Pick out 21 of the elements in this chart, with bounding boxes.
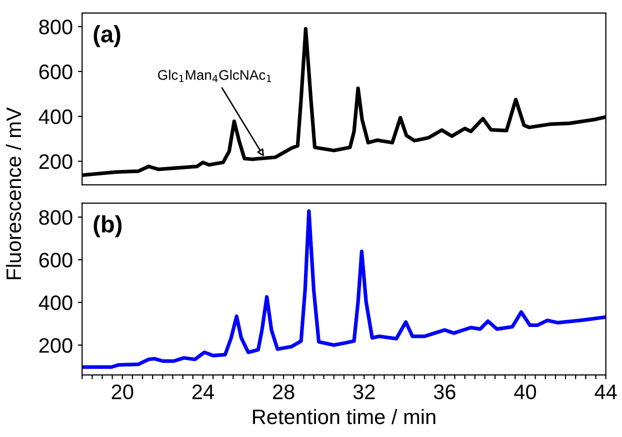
y-tick-label: 600 <box>39 64 72 80</box>
x-tick-label: 44 <box>594 384 617 400</box>
y-tick-label: 400 <box>38 109 72 124</box>
x-tick-label: 28 <box>273 384 294 400</box>
x-axis-title: Retention time / min <box>253 408 436 424</box>
y-tick-label: 600 <box>39 252 72 268</box>
y-tick-label: 800 <box>39 20 72 34</box>
y-tick-label: 200 <box>39 338 72 353</box>
chart-title: (b) <box>94 215 122 238</box>
x-tick-label: 24 <box>192 384 214 400</box>
line-series <box>82 209 606 369</box>
y-tick-label: 400 <box>38 295 72 310</box>
x-tick-label: 20 <box>112 384 134 400</box>
chart-title: (a) <box>94 25 120 48</box>
x-tick-label: 36 <box>434 384 456 400</box>
x-tick-label: 40 <box>514 384 536 400</box>
x-tick-label: 32 <box>353 384 375 400</box>
y-axis-title: Fluorescence / mV <box>6 107 22 280</box>
y-tick-label: 200 <box>39 154 72 170</box>
annotation: Glc$_{1}$Man$_{4}$GlcNAc$_{1}$ <box>158 70 272 82</box>
y-tick-label: 800 <box>39 210 72 225</box>
